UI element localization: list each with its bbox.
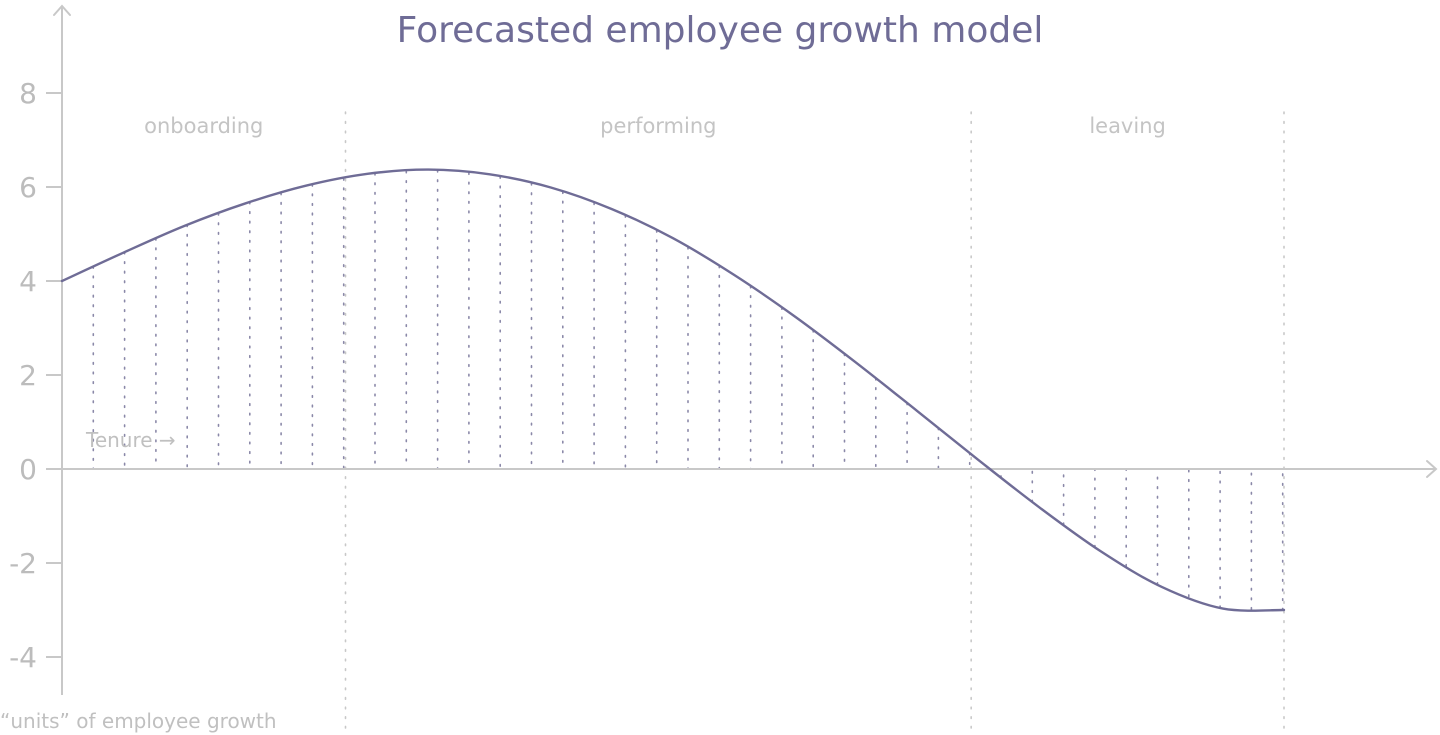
- phase-label-leaving: leaving: [1089, 114, 1166, 138]
- growth-curve-line: [60, 168, 1286, 612]
- y-tick-label: -4: [9, 641, 37, 674]
- phase-label-performing: performing: [600, 114, 716, 138]
- y-axis-arrow: [53, 4, 71, 16]
- fill-pattern: [92, 169, 1284, 611]
- y-tick-label: 2: [19, 359, 37, 392]
- y-tick-label: 0: [19, 453, 37, 486]
- x-axis-arrow: [1426, 460, 1438, 478]
- phase-dividers: [344, 111, 1285, 735]
- y-axis-label: “units” of employee growth: [0, 709, 277, 733]
- phase-label-onboarding: onboarding: [144, 114, 263, 138]
- y-tick-label: 8: [19, 77, 37, 110]
- axes: [53, 4, 1438, 695]
- y-tick-label: 4: [19, 265, 37, 298]
- y-tick-label: -2: [9, 547, 37, 580]
- chart-title: Forecasted employee growth model: [397, 10, 1044, 51]
- y-ticks: 8 6 4 2 0 -2 -4: [9, 77, 62, 674]
- growth-curve: [60, 168, 1286, 612]
- y-tick-label: 6: [19, 171, 37, 204]
- phase-labels: onboarding performing leaving: [144, 114, 1166, 138]
- x-axis-annotation: Tenure →: [85, 428, 176, 452]
